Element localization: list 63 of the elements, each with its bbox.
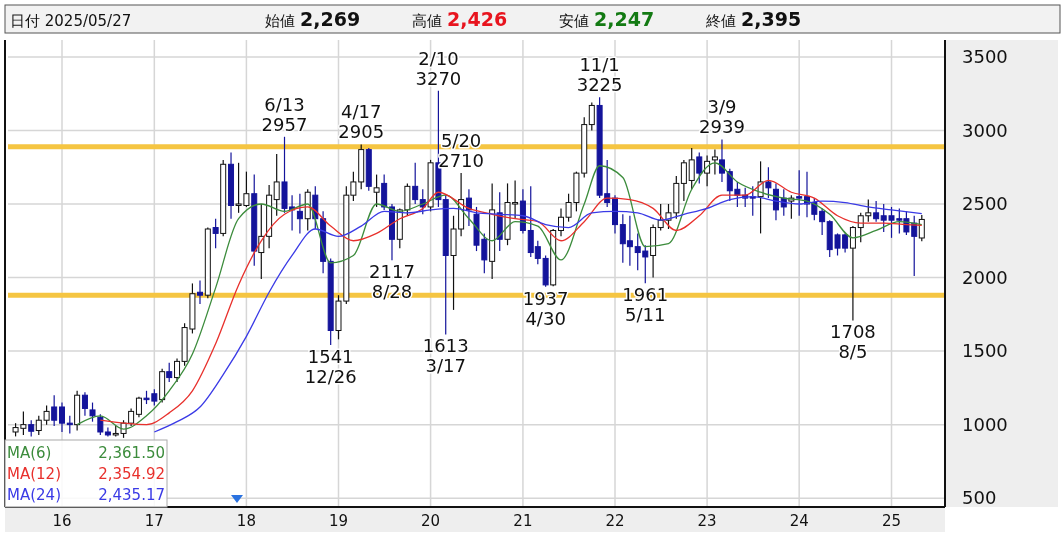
x-tick-label: 17	[144, 512, 164, 530]
text: 終値 2,395	[705, 8, 802, 30]
candlestick	[680, 159, 687, 202]
x-tick-label: 18	[236, 512, 256, 530]
annotation: 1613 3/17	[422, 335, 469, 377]
annotation: 4/17 2905	[338, 101, 385, 143]
candlestick	[273, 153, 280, 217]
x-tick-label: 23	[697, 512, 717, 530]
candlestick	[819, 207, 826, 236]
candlestick	[765, 166, 772, 199]
annotation: 1708 8/5	[830, 321, 876, 363]
annotation: 11/1 3225	[576, 54, 623, 96]
text: MA(6)	[7, 444, 52, 462]
candlestick	[711, 148, 718, 176]
text: 安値 2,247	[559, 8, 655, 30]
y-tick-label: 1500	[962, 340, 1008, 362]
candlestick	[89, 401, 96, 423]
candlestick	[58, 401, 65, 433]
annotation: 6/13 2957	[261, 93, 308, 135]
x-tick-label: 19	[328, 512, 349, 530]
candlestick	[296, 193, 303, 235]
chart-title: 日付 2025/05/27	[10, 12, 132, 30]
candlestick	[166, 362, 173, 383]
candlestick	[212, 218, 219, 249]
x-tick-label: 22	[605, 512, 625, 530]
y-tick-label: 500	[962, 487, 997, 509]
y-tick-label: 3000	[962, 119, 1008, 141]
annotation: 2,435.17	[98, 486, 165, 504]
candlestick	[412, 162, 419, 205]
text: 高値 2,426	[412, 8, 508, 30]
candlestick	[373, 173, 380, 208]
x-tick-label: 24	[789, 512, 809, 530]
text: 始値 2,269	[265, 8, 361, 30]
annotation: 3/9 2939	[699, 96, 745, 138]
candlestick	[381, 173, 388, 211]
candlestick	[918, 214, 925, 242]
candlestick	[873, 200, 880, 223]
x-tick-label: 20	[421, 512, 441, 530]
x-tick-label: 25	[881, 512, 902, 530]
candlestick	[196, 279, 203, 305]
candlestick	[849, 225, 856, 322]
y-tick-label: 3500	[962, 46, 1008, 68]
candlestick	[796, 169, 803, 217]
candlestick	[757, 160, 764, 235]
y-tick-label: 2000	[962, 266, 1008, 288]
y-tick-label: 1000	[962, 413, 1008, 435]
candlestick	[51, 394, 58, 427]
x-tick-label: 16	[52, 512, 72, 530]
candlestick	[688, 147, 695, 190]
x-tick-label: 21	[513, 512, 533, 530]
candlestick	[696, 151, 703, 185]
candlestick	[465, 188, 472, 227]
y-tick-label: 2500	[962, 193, 1008, 215]
annotation: 1541 12/26	[304, 346, 357, 388]
candlestick	[588, 101, 595, 132]
annotation: 2/10 3270	[415, 47, 462, 89]
text: MA(12)	[7, 465, 61, 483]
candlestick	[81, 391, 88, 417]
annotation: 2,354.92	[98, 465, 165, 483]
candlestick	[718, 138, 725, 183]
annotation: 2,361.50	[98, 444, 165, 462]
text: MA(24)	[7, 486, 61, 504]
candlestick	[135, 396, 142, 418]
